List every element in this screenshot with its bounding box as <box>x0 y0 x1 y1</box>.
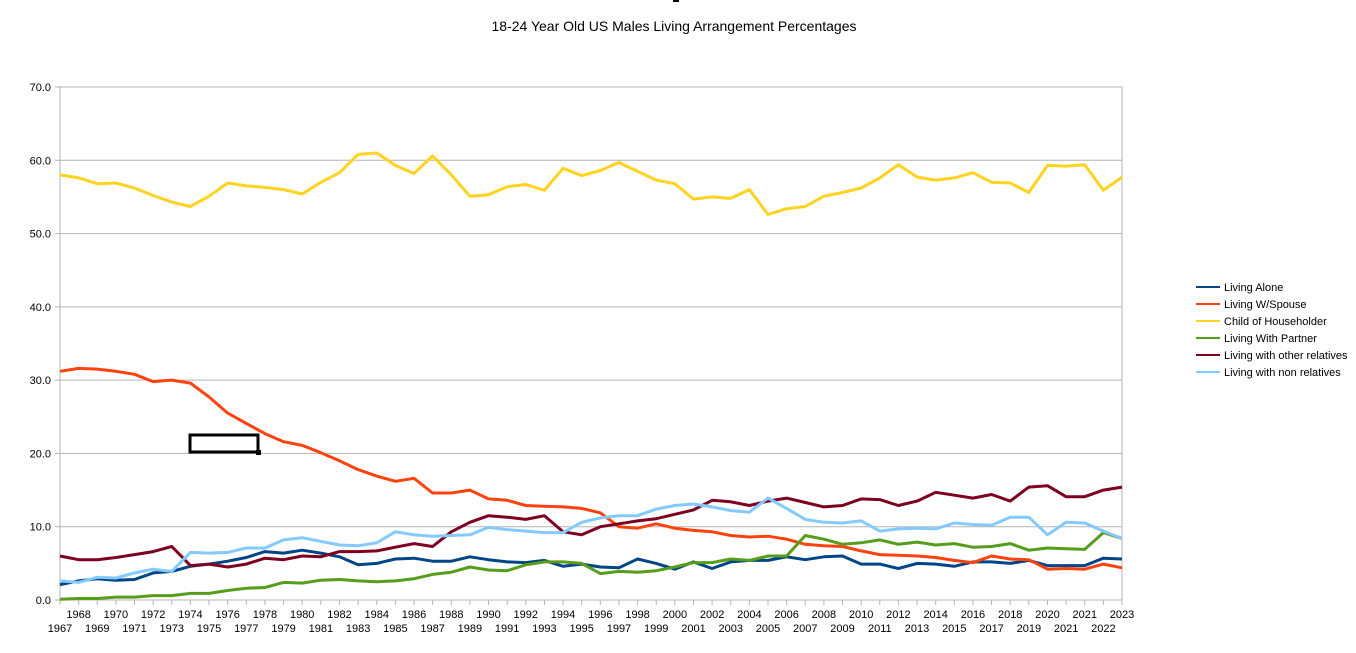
x-tick-label: 1995 <box>569 623 593 635</box>
x-tick-label: 1978 <box>253 609 277 621</box>
x-tick-label: 2018 <box>998 609 1022 621</box>
x-tick-label: 1984 <box>364 609 388 621</box>
x-tick-label: 1968 <box>66 609 90 621</box>
x-tick-label: 1973 <box>160 623 184 635</box>
y-tick-label: 50.0 <box>30 229 51 241</box>
x-tick-label: 1992 <box>514 609 538 621</box>
x-tick-label: 1994 <box>551 609 575 621</box>
y-tick-label: 20.0 <box>30 448 51 460</box>
legend-label: Living Alone <box>1224 282 1283 294</box>
x-tick-label: 2015 <box>942 623 966 635</box>
chart-title: 18-24 Year Old US Males Living Arrangeme… <box>492 18 857 34</box>
x-tick-label: 1981 <box>309 623 333 635</box>
x-tick-label: 2001 <box>681 623 705 635</box>
series-line-living-alone <box>59 548 1123 587</box>
x-tick-label: 2022 <box>1091 623 1115 635</box>
legend: Living Alone Living W/Spouse Child of Hous… <box>1196 282 1348 379</box>
x-tick-label: 2023 <box>1110 609 1134 621</box>
x-tick-label: 1993 <box>532 623 556 635</box>
x-tick-label: 1999 <box>644 623 668 635</box>
x-tick-label: 1980 <box>290 609 314 621</box>
x-tick-label: 2000 <box>663 609 687 621</box>
x-tick-label: 1976 <box>215 609 239 621</box>
x-tick-label: 2014 <box>923 609 947 621</box>
series-line-living-w-spouse <box>59 366 1123 571</box>
x-tick-label: 1975 <box>197 623 221 635</box>
series-lines <box>59 151 1123 601</box>
x-tick-label: 1991 <box>495 623 519 635</box>
x-tick-label: 2021 <box>1072 609 1096 621</box>
y-tick-label: 10.0 <box>30 522 51 534</box>
y-tick-label: 0.0 <box>36 595 51 607</box>
series-line-living-with-other-relatives <box>59 484 1123 569</box>
x-tick-label: 1997 <box>607 623 631 635</box>
x-tick-label: 1979 <box>271 623 295 635</box>
x-tick-label: 1967 <box>48 623 72 635</box>
x-tick-label: 1977 <box>234 623 258 635</box>
x-tick-label: 1985 <box>383 623 407 635</box>
x-tick-label: 1990 <box>476 609 500 621</box>
x-tick-label: 2021 <box>1054 623 1078 635</box>
x-tick-label: 2008 <box>812 609 836 621</box>
y-tick-label: 40.0 <box>30 302 51 314</box>
y-axis: 0.0 10.0 20.0 30.0 40.0 50.0 60.0 70.0 <box>30 82 51 607</box>
x-axis: 1967 1968 1969 1970 1971 1972 1973 1974 1975 1976… <box>48 600 1134 635</box>
legend-label: Living With Partner <box>1224 333 1317 345</box>
x-tick-label: 2007 <box>793 623 817 635</box>
x-tick-label: 1982 <box>327 609 351 621</box>
x-tick-label: 2011 <box>868 623 892 635</box>
x-tick-label: 1971 <box>122 623 146 635</box>
x-tick-label: 1987 <box>420 623 444 635</box>
x-tick-label: 2012 <box>886 609 910 621</box>
annotation-box-handle[interactable] <box>256 450 261 455</box>
x-tick-label: 2017 <box>979 623 1003 635</box>
series-line-living-with-non-relatives <box>59 496 1123 584</box>
x-tick-label: 2005 <box>756 623 780 635</box>
legend-label: Living with other relatives <box>1224 350 1348 362</box>
x-tick-label: 1983 <box>346 623 370 635</box>
x-tick-label: 1986 <box>402 609 426 621</box>
series-line-living-with-partner <box>59 531 1123 601</box>
x-tick-label: 2019 <box>1017 623 1041 635</box>
x-tick-label: 1972 <box>141 609 165 621</box>
y-tick-label: 30.0 <box>30 375 51 387</box>
x-tick-label: 1988 <box>439 609 463 621</box>
y-tick-label: 70.0 <box>30 82 51 94</box>
x-tick-label: 2010 <box>849 609 873 621</box>
series-line-child-of-householder <box>59 151 1123 216</box>
legend-label: Living with non relatives <box>1224 367 1341 379</box>
legend-label: Child of Householder <box>1224 316 1327 328</box>
x-tick-label: 2006 <box>774 609 798 621</box>
top-marker <box>673 0 679 2</box>
x-tick-label: 1998 <box>625 609 649 621</box>
x-tick-label: 2003 <box>718 623 742 635</box>
x-tick-label: 2016 <box>961 609 985 621</box>
x-tick-label: 1969 <box>85 623 109 635</box>
x-tick-label: 1989 <box>458 623 482 635</box>
x-tick-label: 2020 <box>1035 609 1059 621</box>
legend-label: Living W/Spouse <box>1224 299 1307 311</box>
x-tick-label: 1996 <box>588 609 612 621</box>
x-tick-label: 2013 <box>905 623 929 635</box>
x-tick-label: 2004 <box>737 609 761 621</box>
x-tick-label: 2002 <box>700 609 724 621</box>
x-tick-label: 2009 <box>830 623 854 635</box>
y-tick-label: 60.0 <box>30 155 51 167</box>
annotation-box <box>188 433 260 454</box>
x-tick-label: 1970 <box>104 609 128 621</box>
x-tick-label: 1974 <box>178 609 202 621</box>
